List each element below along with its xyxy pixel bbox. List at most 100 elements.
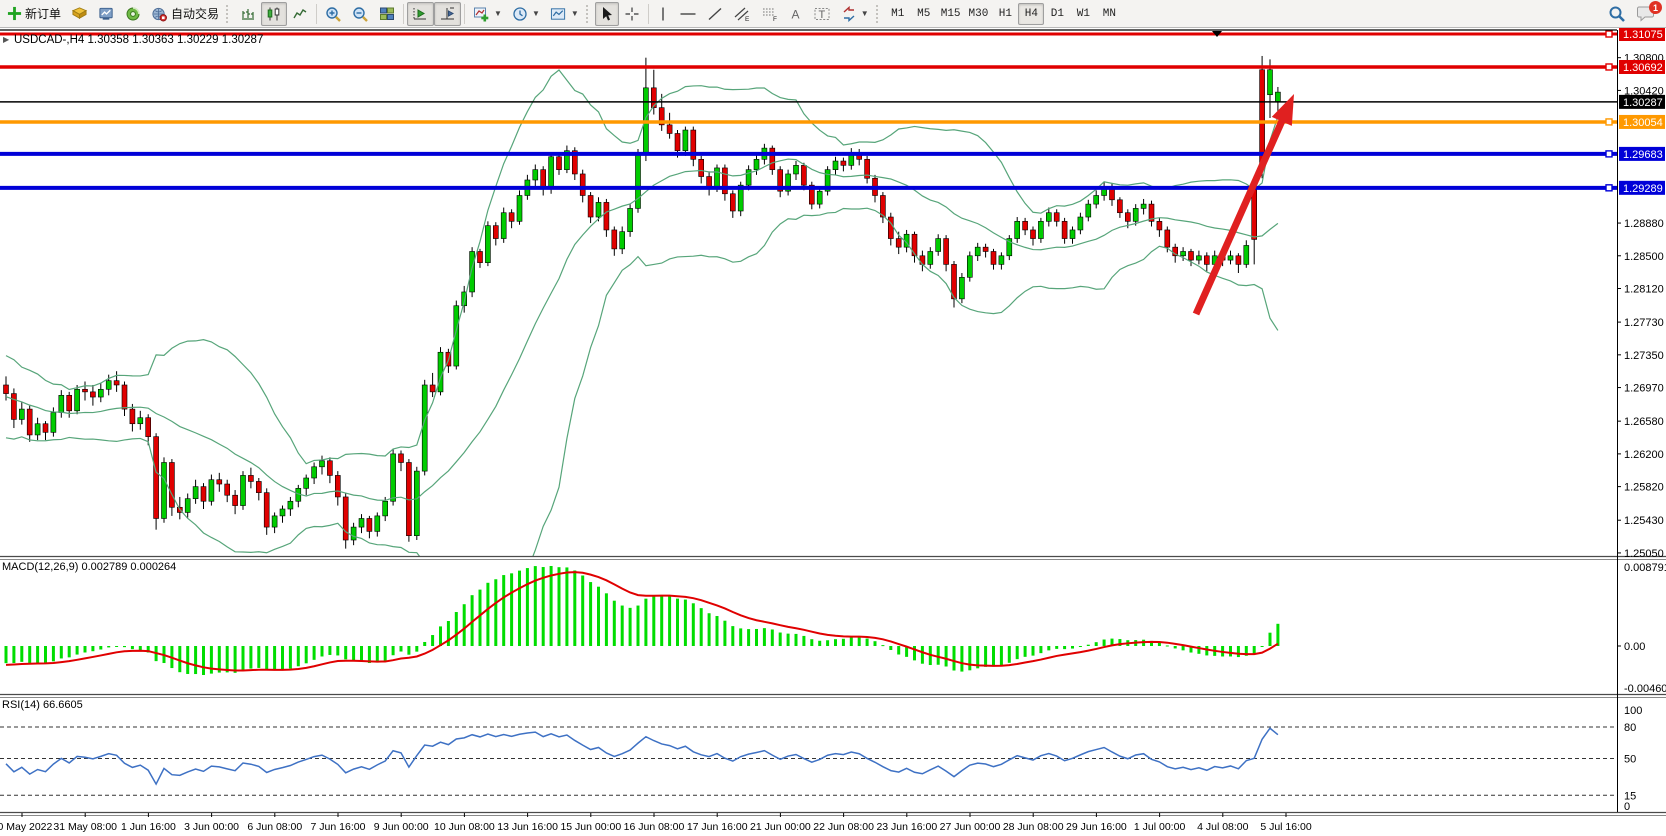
trend-arrow[interactable] [1192, 94, 1294, 316]
price-tick-label: 1.28120 [1624, 284, 1664, 296]
candle-body [311, 466, 317, 479]
price-scale[interactable]: 1.30800 1.30420 1.28880 1.28500 1.28120 1.277… [1617, 27, 1666, 813]
macd-bar [1157, 642, 1161, 646]
candle-body [145, 417, 151, 437]
timeframe-M5[interactable]: M5 [917, 7, 931, 20]
macd-bar [581, 575, 585, 646]
candle-body [729, 193, 736, 212]
timeframe-D1[interactable]: D1 [1050, 7, 1064, 20]
trendline-button[interactable] [702, 2, 728, 26]
vertical-line-button[interactable] [652, 2, 674, 26]
macd-bar [841, 638, 845, 646]
toolbar-separator [464, 3, 466, 24]
horizontal-line-button[interactable] [674, 2, 702, 26]
macd-bar [1110, 638, 1114, 646]
macd-bar [91, 646, 95, 652]
line-chart-icon [293, 8, 307, 18]
candle-body [18, 408, 25, 420]
equidistant-channel-button[interactable]: E [728, 2, 756, 26]
bollinger-lower [5, 207, 1279, 556]
macd-bar [1031, 646, 1035, 656]
svg-text:F: F [773, 16, 777, 22]
timeframe-M1[interactable]: M1 [891, 7, 905, 20]
hline-handle[interactable] [1605, 30, 1613, 38]
macd-bar [652, 595, 656, 646]
search-icon[interactable] [1608, 5, 1626, 23]
tile-windows-button[interactable] [374, 2, 400, 26]
hline-handle[interactable] [1605, 150, 1613, 158]
macd-bar [1197, 646, 1201, 654]
chart-shift-marker[interactable] [1212, 31, 1222, 37]
indicators-button[interactable]: ▼ [468, 2, 507, 26]
macd-bar [676, 598, 679, 646]
macd-bar [431, 635, 435, 646]
navigator-icon-button[interactable] [120, 2, 146, 26]
macd-bar [249, 646, 253, 669]
notifications-chat-button[interactable]: 1 [1636, 1, 1662, 25]
candle-body [666, 124, 673, 134]
line-chart-button[interactable] [287, 2, 313, 26]
timeframe-H4[interactable]: H4 [1018, 2, 1045, 25]
timeframe-H1[interactable]: H1 [998, 7, 1012, 20]
macd-bar [186, 646, 190, 674]
time-axis-label: 10 Jun 08:00 [434, 821, 495, 833]
hline-handle[interactable] [1605, 118, 1613, 126]
new-chart-icon [71, 7, 88, 19]
macd-bar [1078, 646, 1082, 648]
text-label-button[interactable]: T [808, 2, 836, 26]
timeframe-W1[interactable]: W1 [1076, 7, 1090, 20]
plus-icon [7, 6, 22, 21]
new-chart-icon-button[interactable] [66, 2, 93, 26]
zoom-out-button[interactable] [347, 2, 374, 26]
auto-scroll-button[interactable] [407, 1, 435, 26]
macd-bar [1039, 646, 1043, 654]
macd-bar [786, 633, 790, 646]
candle-body [1053, 212, 1060, 222]
chart-shift-button[interactable] [434, 1, 462, 26]
candle-body [492, 225, 499, 239]
hline-handle[interactable] [1605, 184, 1613, 192]
candle-body [1038, 221, 1044, 239]
candle-body [793, 165, 799, 175]
price-tick-label: 1.30420 [1624, 85, 1664, 97]
candle-body [603, 202, 610, 231]
candlestick-chart-button[interactable] [261, 1, 288, 26]
crosshair-button[interactable] [619, 2, 645, 26]
fibonacci-button[interactable]: F [756, 2, 784, 26]
templates-button[interactable]: ▼ [545, 2, 584, 26]
chart-title-text: USDCAD-,H4 1.30358 1.30363 1.30229 1.302… [14, 34, 263, 46]
macd-bar [913, 646, 916, 661]
market-watch-icon-button[interactable] [93, 2, 120, 26]
auto-trading-button[interactable]: 自动交易 [146, 2, 224, 26]
zoom-in-icon [326, 6, 341, 22]
cursor-button[interactable] [594, 1, 619, 26]
timeframe-M15[interactable]: M15 [940, 7, 961, 20]
macd-bar [312, 646, 316, 660]
periods-button[interactable]: ▼ [507, 2, 545, 26]
new-order-button[interactable]: 新订单 [2, 2, 66, 26]
toolbar-grip [585, 4, 593, 23]
arrows-button[interactable]: ▼ [836, 2, 874, 26]
candle-body [477, 251, 483, 263]
zoom-in-button[interactable] [320, 2, 347, 26]
time-axis-label: 7 Jun 16:00 [311, 821, 366, 833]
candle-body [1046, 212, 1052, 222]
candle-body [192, 486, 199, 499]
timeframe-M30[interactable]: M30 [968, 7, 989, 20]
macd-bar [178, 646, 182, 673]
macd-bar [462, 604, 466, 646]
candle-body [429, 384, 436, 393]
text-button[interactable]: A [784, 2, 808, 26]
candle-body [556, 156, 562, 170]
candle-body [42, 423, 49, 433]
timeframe-MN[interactable]: MN [1102, 7, 1116, 20]
candle-body [951, 264, 957, 300]
candle-body [737, 184, 744, 212]
crosshair-icon [625, 7, 639, 20]
macd-bar [407, 646, 411, 655]
macd-bar [1268, 632, 1272, 646]
hline-handle[interactable] [1605, 63, 1613, 71]
trend-arrow-shaft[interactable] [1192, 105, 1292, 316]
bar-chart-button[interactable] [235, 2, 261, 26]
